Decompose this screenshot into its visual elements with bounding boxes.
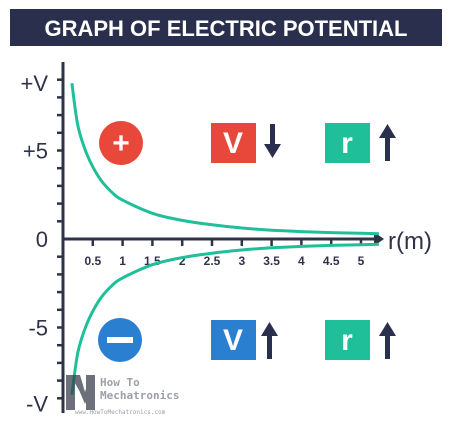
arrow-down-icon [264, 124, 281, 158]
x-tick-label: 2 [179, 254, 186, 268]
x-tick-label: 1 [119, 254, 126, 268]
distance-r-label-top: r [341, 127, 353, 160]
y-tick-label: -V [26, 392, 48, 417]
watermark-line1: How To [100, 376, 140, 389]
page-title: GRAPH OF ELECTRIC POTENTIAL [45, 16, 408, 41]
x-ticks [91, 239, 363, 246]
negative-charge-symbol-shape [107, 337, 133, 343]
potential-v-label-bottom: V [223, 324, 243, 357]
y-ticks [57, 78, 63, 400]
x-tick-label: 0.5 [84, 254, 101, 268]
y-tick-label: +5 [23, 139, 48, 164]
watermark-url: www.HowToMechatronics.com [75, 409, 166, 416]
x-tick-labels: 0.5 1 1.5 2 2.5 3 3.5 4 4.5 5 [84, 254, 364, 268]
watermark-line2: Mechatronics [100, 389, 179, 402]
y-tick-label: 0 [36, 227, 48, 252]
watermark: How To Mechatronics www.HowToMechatronic… [66, 375, 179, 416]
title-banner [10, 9, 442, 46]
x-axis-arrowhead [374, 232, 384, 246]
y-tick-labels: +V +5 0 -5 -V [20, 71, 48, 416]
x-tick-label: 2.5 [204, 254, 221, 268]
potential-v-badge-bottom [211, 320, 256, 360]
x-axis-label: r(m) [388, 228, 432, 255]
arrow-up-icon [379, 124, 396, 161]
positive-potential-curve [70, 82, 379, 236]
distance-r-badge-top [325, 123, 370, 163]
arrow-up-icon [261, 322, 278, 359]
potential-v-badge-top [211, 123, 256, 163]
x-tick-label: 4 [298, 254, 305, 268]
x-tick-label: 5 [358, 254, 365, 268]
x-tick-label: 3.5 [263, 254, 280, 268]
arrow-up-icon [379, 322, 396, 359]
distance-r-label-bottom: r [341, 324, 353, 357]
x-tick-label: 3 [238, 254, 245, 268]
positive-charge-symbol: + [112, 127, 130, 160]
y-tick-label: -5 [28, 316, 48, 341]
negative-potential-curve [70, 242, 379, 396]
x-tick-label: 4.5 [323, 254, 340, 268]
y-tick-label: +V [20, 71, 48, 96]
distance-r-badge-bottom [325, 320, 370, 360]
watermark-logo-icon [66, 375, 95, 410]
potential-v-label-top: V [223, 127, 243, 160]
positive-charge-icon [99, 121, 143, 165]
